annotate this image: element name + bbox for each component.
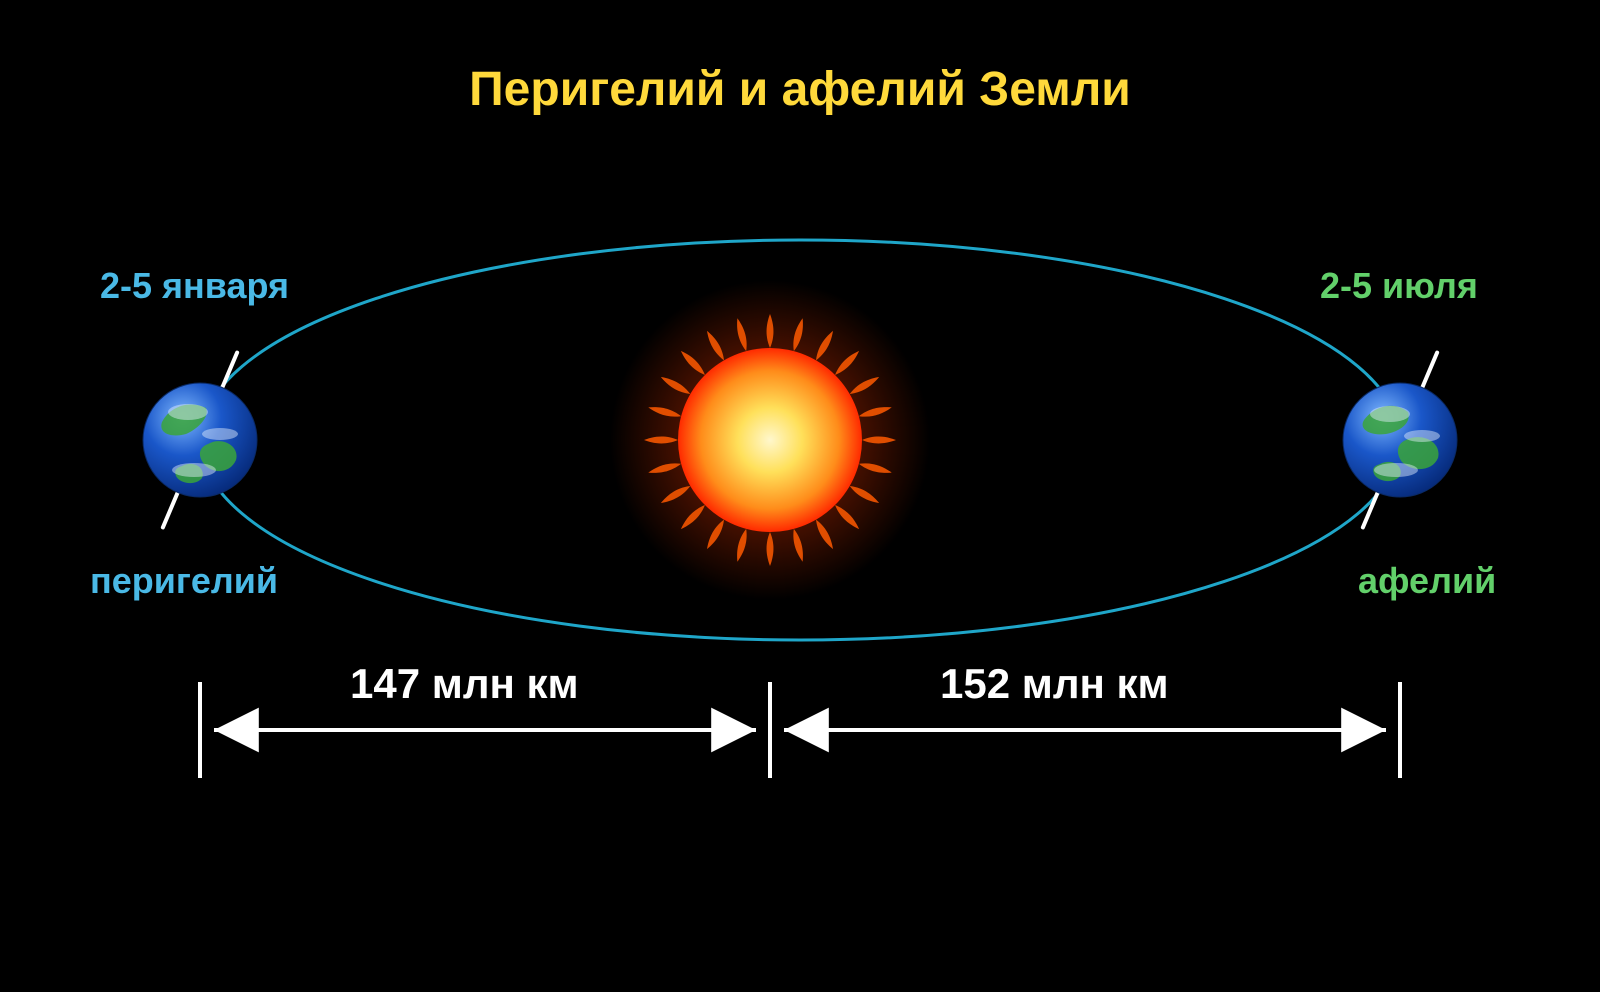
diagram-svg <box>0 0 1600 992</box>
aphelion-name-label: афелий <box>1358 560 1496 602</box>
earth-aphelion-icon <box>1343 353 1457 528</box>
aphelion-date-label: 2-5 июля <box>1320 265 1478 307</box>
perihelion-name-label: перигелий <box>90 560 278 602</box>
perihelion-distance-label: 147 млн км <box>350 660 579 708</box>
diagram-title: Перигелий и афелий Земли <box>0 62 1600 117</box>
diagram-root: Перигелий и афелий Земли 2-5 января пери… <box>0 0 1600 992</box>
earth-perihelion-icon <box>143 353 257 528</box>
aphelion-distance-label: 152 млн км <box>940 660 1169 708</box>
perihelion-date-label: 2-5 января <box>100 265 289 307</box>
sun-icon <box>610 280 930 600</box>
